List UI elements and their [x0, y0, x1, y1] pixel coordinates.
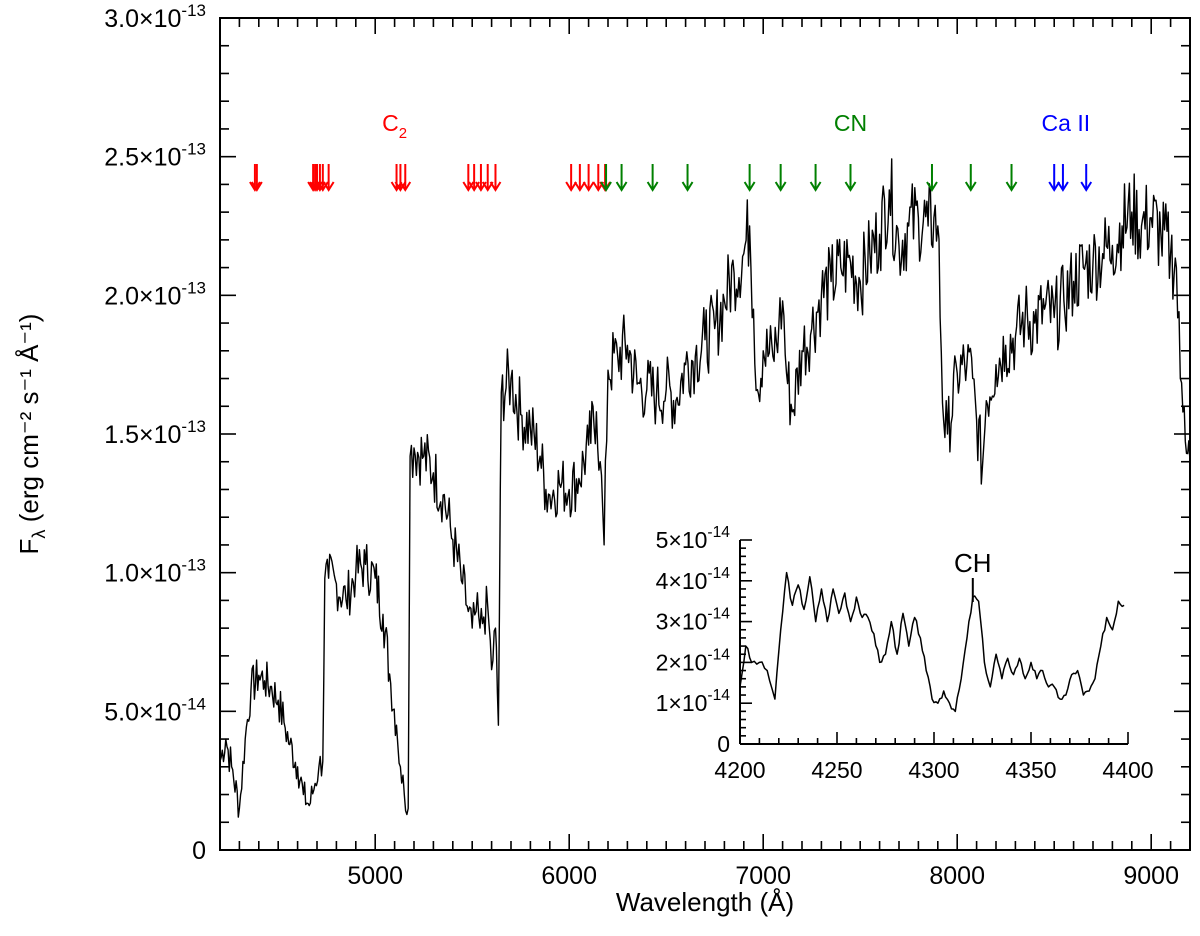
- inset-y-tick-label: 5×10-14: [656, 524, 731, 553]
- inset-x-tick-label: 4250: [811, 757, 862, 783]
- y-axis-label-units: (erg cm⁻² s⁻¹ Å⁻¹): [14, 314, 44, 530]
- y-axis-label: Fλ (erg cm⁻² s⁻¹ Å⁻¹): [14, 314, 49, 555]
- inset-y-tick-label-mantissa: 3×10: [656, 609, 708, 635]
- inset-y-tick-label-exponent: -14: [707, 565, 730, 582]
- y-tick-label-mantissa: 5.0×10: [104, 698, 181, 726]
- x-axis-label: Wavelength (Å): [616, 887, 794, 917]
- line-group-label-text: CN: [834, 110, 867, 136]
- inset-y-tick-label: 3×10-14: [656, 606, 731, 635]
- inset-background: [738, 534, 1134, 750]
- line-group-label-text: C: [382, 110, 399, 136]
- inset-y-tick-label: 0: [717, 731, 730, 757]
- x-tick-label: 5000: [347, 862, 403, 890]
- line-marker-arrowhead: [600, 181, 612, 192]
- line-marker-arrowhead: [964, 181, 977, 192]
- line-marker-arrowhead: [489, 181, 502, 192]
- x-tick-label: 7000: [735, 862, 791, 890]
- y-axis-label-sub: λ: [29, 529, 49, 538]
- line-marker-arrowhead: [249, 181, 261, 192]
- line-marker-arrowhead: [1057, 181, 1069, 192]
- line-marker-arrowhead: [681, 181, 694, 192]
- y-tick-label: 2.0×10-13: [104, 278, 206, 310]
- y-tick-label: 0: [192, 837, 206, 865]
- line-marker-arrowhead: [615, 181, 628, 192]
- y-tick-label: 2.5×10-13: [104, 140, 206, 172]
- y-tick-label-mantissa: 2.0×10: [104, 282, 181, 310]
- line-group-label: Ca II: [1042, 110, 1091, 136]
- line-marker-arrowhead: [574, 181, 586, 192]
- y-tick-label-mantissa: 2.5×10: [104, 144, 181, 172]
- inset-y-tick-label-mantissa: 4×10: [656, 568, 708, 594]
- y-tick-label-exponent: -13: [181, 417, 206, 436]
- line-group-label: C2: [382, 110, 407, 142]
- inset-ch-label: CH: [954, 548, 992, 578]
- line-group-label-sub: 2: [399, 125, 407, 142]
- y-tick-label-mantissa: 1.5×10: [104, 421, 181, 449]
- inset-y-tick-label-mantissa: 1×10: [656, 690, 708, 716]
- line-marker-arrowhead: [565, 181, 577, 192]
- line-marker-arrowhead: [582, 181, 595, 192]
- line-marker-arrowhead: [743, 181, 756, 192]
- line-marker-arrowhead: [322, 181, 335, 192]
- line-marker-arrowhead: [394, 181, 407, 192]
- inset-y-tick-label-exponent: -14: [707, 606, 730, 623]
- line-group-label: CN: [834, 110, 867, 136]
- inset-plot: 4200 4250 4300 4350 440001×10-142×10-143×10-…: [656, 524, 1154, 783]
- line-marker-arrowhead: [926, 181, 938, 192]
- y-tick-label-mantissa: 0: [192, 837, 206, 865]
- plot-frame: [219, 17, 1191, 851]
- inset-y-tick-label: 1×10-14: [656, 687, 731, 716]
- inset-x-tick-label: 4200: [714, 757, 765, 783]
- y-tick-label: 1.0×10-13: [104, 556, 206, 588]
- line-marker-arrowhead: [1048, 181, 1061, 192]
- y-tick-label: 5.0×10-14: [104, 694, 206, 726]
- y-tick-label-mantissa: 1.0×10: [104, 560, 181, 588]
- inset-x-tick-label: 4300: [908, 757, 959, 783]
- y-axis-label-main: F: [14, 539, 44, 555]
- spectrum-line: [219, 158, 1191, 818]
- line-marker-arrowhead: [1080, 181, 1093, 192]
- x-tick-label: 8000: [929, 862, 985, 890]
- line-marker-arrowhead: [774, 181, 787, 192]
- line-marker-arrowhead: [844, 181, 857, 192]
- y-tick-label: 3.0×10-13: [104, 1, 206, 33]
- y-tick-label-exponent: -13: [181, 278, 206, 297]
- y-tick-label-exponent: -14: [181, 694, 206, 713]
- inset-y-tick-label: 4×10-14: [656, 565, 731, 594]
- line-group-label-text: Ca II: [1042, 110, 1091, 136]
- y-tick-label-exponent: -13: [181, 1, 206, 20]
- inset-y-tick-label-mantissa: 5×10: [656, 527, 708, 553]
- line-marker-arrowhead: [1005, 181, 1018, 192]
- line-marker-arrowhead: [399, 181, 412, 192]
- inset-y-tick-label-exponent: -14: [707, 646, 730, 663]
- line-marker-arrowhead: [646, 181, 659, 192]
- inset-y-tick-label-exponent: -14: [707, 524, 730, 541]
- inset-y-tick-label-exponent: -14: [707, 687, 730, 704]
- x-tick-label: 9000: [1123, 862, 1179, 890]
- y-tick-label-mantissa: 3.0×10: [104, 5, 181, 33]
- line-marker-arrowhead: [809, 181, 822, 192]
- inset-x-tick-label: 4350: [1005, 757, 1056, 783]
- main-plot: 5000 6000 7000 8000 900005.0×10-141.0×10-131…: [14, 1, 1191, 917]
- y-tick-label: 1.5×10-13: [104, 417, 206, 449]
- inset-y-tick-label: 2×10-14: [656, 646, 731, 675]
- y-tick-label-exponent: -13: [181, 556, 206, 575]
- inset-y-tick-label-mantissa: 0: [717, 731, 730, 757]
- inset-y-tick-label-mantissa: 2×10: [656, 649, 708, 675]
- y-tick-label-exponent: -13: [181, 140, 206, 159]
- inset-spectrum-line: [739, 571, 1125, 713]
- x-tick-label: 6000: [541, 862, 597, 890]
- line-marker-arrowhead: [251, 181, 263, 192]
- inset-x-tick-label: 4400: [1102, 757, 1153, 783]
